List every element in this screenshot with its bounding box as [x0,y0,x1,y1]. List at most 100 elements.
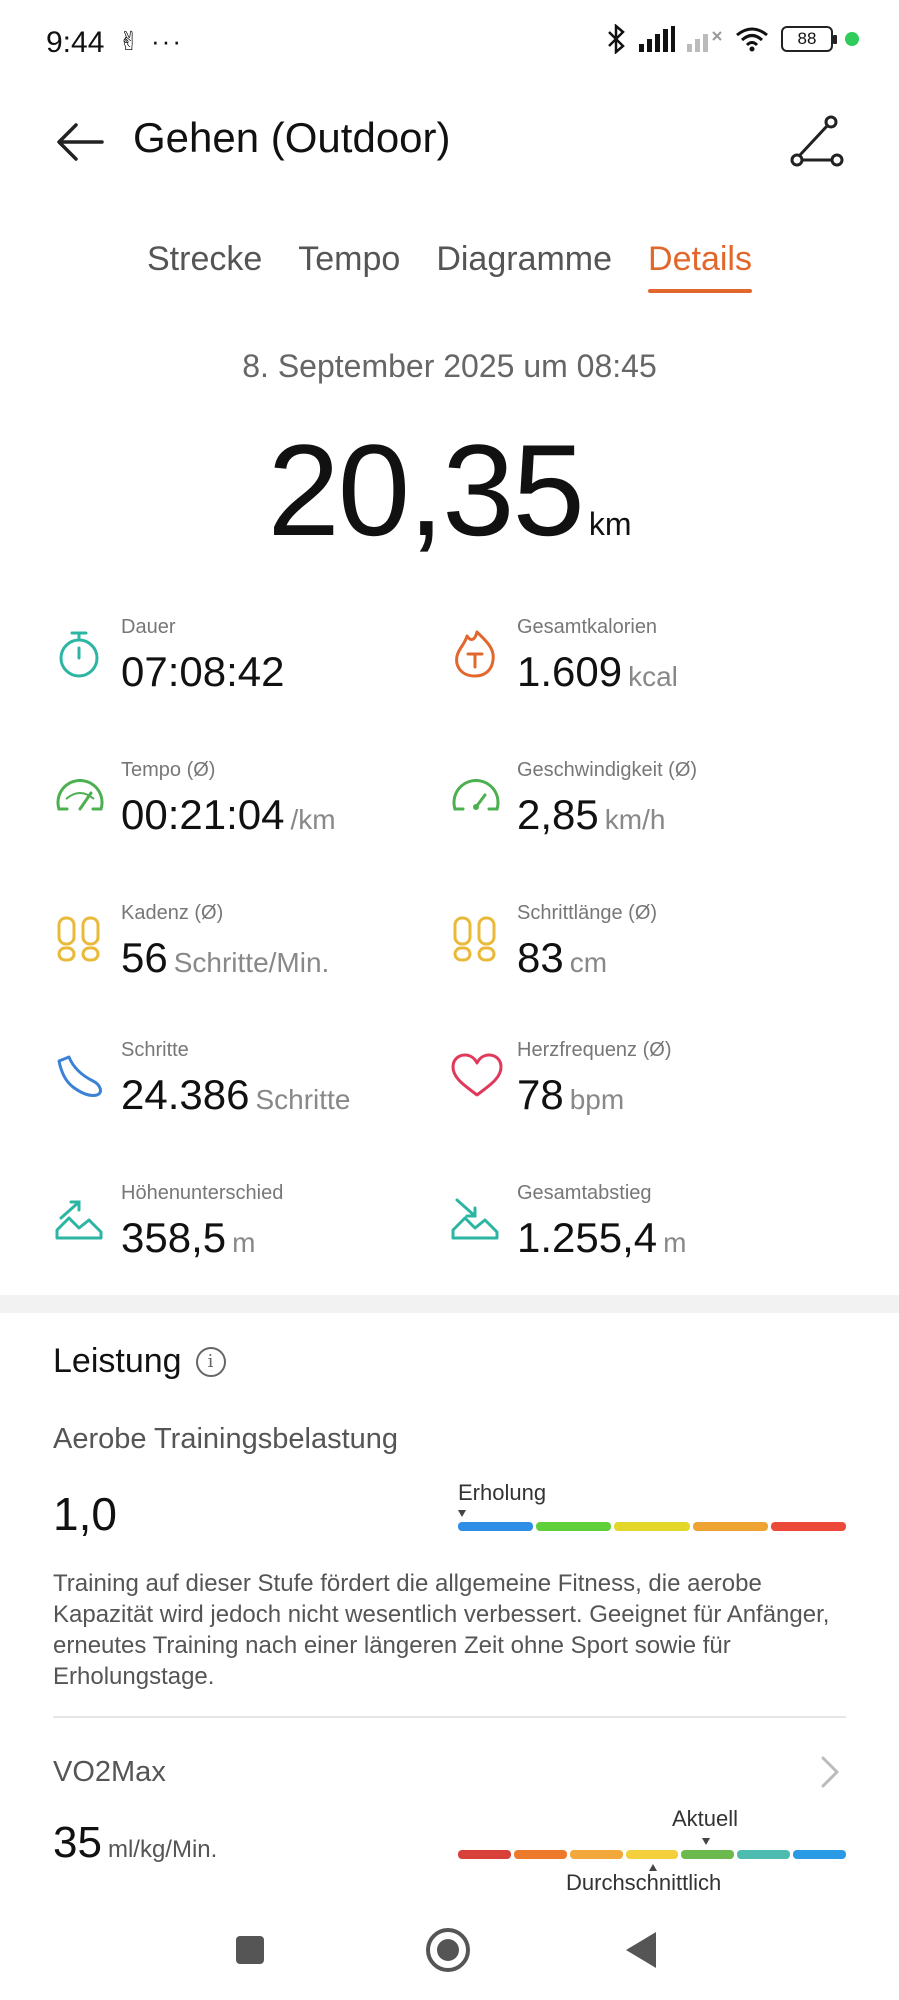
stopwatch-icon [59,631,99,678]
vo2max-value: 35 ml/kg/Min. [53,1818,217,1868]
stat-label: Dauer [121,616,176,638]
stat-ascent: Höhenunterschied 358,5 m [53,1178,433,1288]
stat-pace: Tempo (Ø) 00:21:04/km [53,755,433,865]
training-load-label: Aerobe Trainingsbelastung [53,1423,399,1455]
stat-label: Gesamtabstieg [517,1182,652,1204]
bluetooth-icon [608,24,625,54]
scale-segment [513,1850,567,1859]
stat-value: 83 cm [517,934,607,982]
vo2max-average-label: Durchschnittlich [566,1870,722,1892]
scale-segment [614,1522,690,1531]
chevron-right-icon[interactable] [815,1752,845,1792]
workout-date: 8. September 2025 um 08:45 [242,348,657,384]
stat-label: Gesamtkalorien [517,616,658,638]
page-title: Gehen (Outdoor) [133,114,451,161]
stat-value: 24.386 Schritte [121,1071,350,1119]
scale-segment [692,1522,768,1531]
training-load-bar [458,1522,847,1531]
descent-icon [451,1198,499,1240]
stat-unit: m [232,1227,256,1258]
info-icon[interactable]: i [195,1346,226,1377]
vo2max-bar [458,1850,847,1859]
stat-value: 56 Schritte/Min. [121,934,329,982]
heart-icon [451,1053,503,1097]
tab-tempo[interactable]: Tempo [298,240,401,278]
stat-unit: kcal [628,661,678,692]
home-circle-icon[interactable] [420,1922,476,1978]
stat-number: 1.609 [517,648,623,695]
stat-steps: Schritte 24.386 Schritte [53,1035,433,1145]
footprints-icon [453,916,496,962]
status-right-icons: 88 [605,24,859,54]
stat-label: Geschwindigkeit (Ø) [517,759,698,781]
route-icon[interactable] [787,112,847,172]
training-load-description: Training auf dieser Stufe fördert die al… [53,1570,830,1690]
stat-number: 1.255,4 [517,1214,658,1261]
stat-value: 1.255,4 m [517,1214,686,1262]
performance-title: Leistung [53,1342,182,1380]
stat-unit: km/h [604,804,666,835]
stat-unit: cm [569,947,608,978]
stat-calories: Gesamtkalorien 1.609 kcal [449,612,829,722]
stat-number: 00:21:04 [121,791,285,838]
stat-stride-length: Schrittlänge (Ø) 83 cm [449,898,829,1008]
signal-icon [639,26,675,52]
stat-value: 07:08:42 [121,648,291,696]
training-load-marker [458,1510,466,1517]
back-triangle-icon[interactable] [614,1922,670,1978]
battery-icon: 88 [781,26,837,52]
pace-gauge-icon [56,778,104,811]
scale-segment [458,1850,511,1859]
tab-diagramme[interactable]: Diagramme [436,240,613,278]
stat-number: 56 [121,934,168,981]
stat-number: 24.386 [121,1071,250,1118]
stat-label: Herzfrequenz (Ø) [517,1039,672,1061]
privacy-indicator-dot [845,32,859,46]
system-nav-bar [0,1900,899,2000]
flame-icon [455,630,495,678]
stat-unit: m [663,1227,687,1258]
app-header: Gehen (Outdoor) [0,100,899,180]
status-notification-icons: ✌ ··· [118,26,183,56]
stat-unit: Schritte [255,1084,351,1115]
stat-value: 358,5 m [121,1214,255,1262]
scale-segment [536,1522,612,1531]
stat-unit: bpm [569,1084,625,1115]
stat-unit: /km [290,804,336,835]
stat-number: 78 [517,1071,564,1118]
performance-section-title: Leistung i [53,1342,226,1381]
vo2max-scale: Aktuell Durchschnittlich [458,1806,847,1896]
tab-details[interactable]: Details [648,240,752,293]
vo2max-label[interactable]: VO2Max [53,1756,166,1788]
footprints-icon [57,916,100,962]
stat-number: 2,85 [517,791,599,838]
vo2max-current-label: Aktuell [672,1806,739,1831]
shoe-icon [57,1055,102,1097]
scale-segment [770,1522,847,1531]
tab-bar: Strecke Tempo Diagramme Details [0,240,899,293]
stat-duration: Dauer 07:08:42 [53,612,433,722]
distance-value: 20,35 [267,417,585,563]
training-load-value: 1,0 [53,1488,117,1540]
scale-segment [737,1850,791,1859]
tab-strecke[interactable]: Strecke [147,240,263,278]
training-load-scale: Erholung [458,1480,847,1531]
signal-off-icon [687,31,722,52]
stat-unit: Schritte/Min. [173,947,330,978]
vo2max-unit: ml/kg/Min. [107,1836,218,1863]
vo2max-number: 35 [53,1818,102,1867]
recents-square-icon[interactable] [222,1922,278,1978]
stat-label: Kadenz (Ø) [121,902,224,924]
section-divider [0,1295,899,1313]
distance-summary: 20,35 km [0,415,899,565]
status-bar: 9:44 ✌ ··· 88 [0,0,899,90]
stat-heart-rate: Herzfrequenz (Ø) 78 bpm [449,1035,829,1145]
stat-value: 1.609 kcal [517,648,678,696]
vo2max-average-marker [649,1864,657,1871]
stat-label: Tempo (Ø) [121,759,216,781]
stat-label: Höhenunterschied [121,1182,284,1204]
ascent-icon [55,1200,103,1240]
stat-label: Schritte [121,1039,189,1061]
back-arrow-icon[interactable] [52,114,108,170]
stat-speed: Geschwindigkeit (Ø) 2,85 km/h [449,755,829,865]
